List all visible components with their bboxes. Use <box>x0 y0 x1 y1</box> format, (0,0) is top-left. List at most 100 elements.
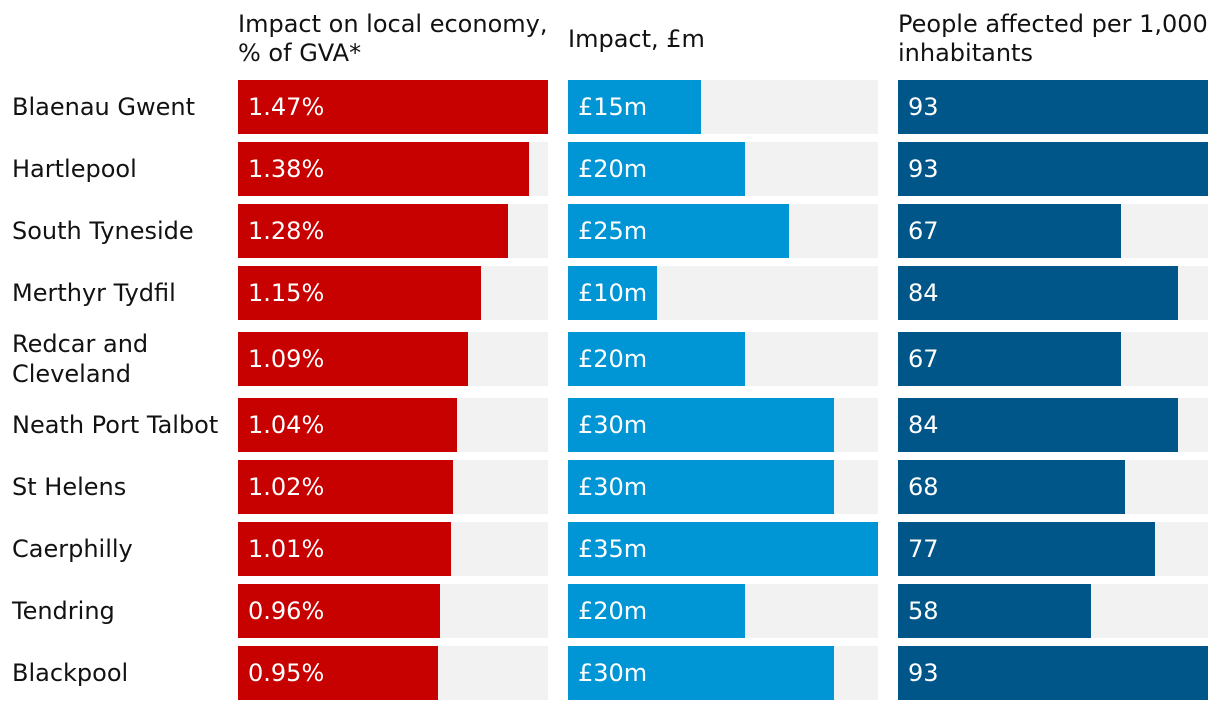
data-label: 1.28% <box>248 217 325 245</box>
row-label-text: Caerphilly <box>12 535 133 563</box>
bar-track: £35m <box>568 522 878 576</box>
col1-header-line2: % of GVA* <box>238 39 362 67</box>
row-label-text: South Tyneside <box>12 217 194 245</box>
row-label-text: Blackpool <box>12 659 129 687</box>
row-label: Neath Port Talbot <box>12 398 232 452</box>
bar <box>238 584 440 638</box>
bar <box>568 522 878 576</box>
bar <box>898 522 1155 576</box>
bar <box>898 204 1121 258</box>
data-label: 58 <box>908 597 939 625</box>
bar <box>568 584 745 638</box>
row-label-text: Neath Port Talbot <box>12 411 219 439</box>
data-label: 1.04% <box>248 411 325 439</box>
bar-track: 93 <box>898 646 1208 700</box>
col3-header: People affected per 1,000 inhabitants <box>898 10 1208 68</box>
data-label: 68 <box>908 473 939 501</box>
bar <box>898 80 1208 134</box>
bar-track: £30m <box>568 398 878 452</box>
data-label: £30m <box>578 473 648 501</box>
row-label: St Helens <box>12 460 232 514</box>
row-label: Tendring <box>12 584 232 638</box>
bar <box>898 646 1208 700</box>
data-label: £35m <box>578 535 648 563</box>
bar-track: 1.28% <box>238 204 548 258</box>
bar <box>898 142 1208 196</box>
data-label: 93 <box>908 155 939 183</box>
bar-track: 84 <box>898 266 1208 320</box>
bar-track: 1.02% <box>238 460 548 514</box>
bar-track: 77 <box>898 522 1208 576</box>
bar <box>568 266 657 320</box>
bar-track: £30m <box>568 646 878 700</box>
col3-header-line2: inhabitants <box>898 39 1033 67</box>
data-label: 1.15% <box>248 279 325 307</box>
bar-track: £20m <box>568 584 878 638</box>
data-label: 77 <box>908 535 939 563</box>
bar <box>238 460 453 514</box>
bar-track: 1.04% <box>238 398 548 452</box>
data-label: 1.02% <box>248 473 325 501</box>
bar-track: 1.09% <box>238 332 548 386</box>
data-label: 67 <box>908 217 939 245</box>
bar-track: 1.38% <box>238 142 548 196</box>
col1-header-line1: Impact on local economy, <box>238 10 548 38</box>
bar <box>898 332 1121 386</box>
data-label: £20m <box>578 345 648 373</box>
bar-track: 84 <box>898 398 1208 452</box>
row-label-text: Merthyr Tydfil <box>12 279 176 307</box>
data-label: 84 <box>908 279 939 307</box>
bar <box>898 266 1178 320</box>
bar-track: 0.95% <box>238 646 548 700</box>
data-label: 67 <box>908 345 939 373</box>
row-label-line1: Redcar and <box>12 330 149 358</box>
bar <box>238 266 481 320</box>
col3-header-line1: People affected per 1,000 <box>898 10 1208 38</box>
bar-track: 67 <box>898 332 1208 386</box>
row-label-text: Blaenau Gwent <box>12 93 195 121</box>
bar <box>238 80 548 134</box>
bar <box>238 332 468 386</box>
row-label: Hartlepool <box>12 142 232 196</box>
col2-header-text: Impact, £m <box>568 25 705 53</box>
bar <box>238 522 451 576</box>
row-label: Blackpool <box>12 646 232 700</box>
bar <box>898 460 1125 514</box>
bar-track: 1.01% <box>238 522 548 576</box>
data-label: 84 <box>908 411 939 439</box>
bar-track: 58 <box>898 584 1208 638</box>
bar <box>568 460 834 514</box>
bar <box>568 142 745 196</box>
bar-track: 68 <box>898 460 1208 514</box>
row-label-text: St Helens <box>12 473 127 501</box>
data-label: £30m <box>578 659 648 687</box>
bar-track: 1.15% <box>238 266 548 320</box>
bar <box>238 204 508 258</box>
data-label: 1.47% <box>248 93 325 121</box>
bar-track: £20m <box>568 142 878 196</box>
data-label: 1.09% <box>248 345 325 373</box>
bar <box>568 332 745 386</box>
bar <box>238 142 529 196</box>
bar <box>898 398 1178 452</box>
row-label: Redcar and Cleveland <box>12 330 232 388</box>
data-label: 93 <box>908 93 939 121</box>
bar-track: 1.47% <box>238 80 548 134</box>
bar <box>238 646 438 700</box>
data-label: 0.96% <box>248 597 325 625</box>
bar-track: £30m <box>568 460 878 514</box>
bar-track: 93 <box>898 80 1208 134</box>
row-label: Merthyr Tydfil <box>12 266 232 320</box>
data-label: £15m <box>578 93 648 121</box>
row-label: South Tyneside <box>12 204 232 258</box>
col2-header: Impact, £m <box>568 25 705 54</box>
bar <box>238 398 457 452</box>
row-label-text: Tendring <box>12 597 115 625</box>
data-label: 1.01% <box>248 535 325 563</box>
bar-track: £15m <box>568 80 878 134</box>
data-label: £25m <box>578 217 648 245</box>
row-label: Caerphilly <box>12 522 232 576</box>
row-label-line2: Cleveland <box>12 360 131 388</box>
bar-track: 93 <box>898 142 1208 196</box>
row-label: Blaenau Gwent <box>12 80 232 134</box>
